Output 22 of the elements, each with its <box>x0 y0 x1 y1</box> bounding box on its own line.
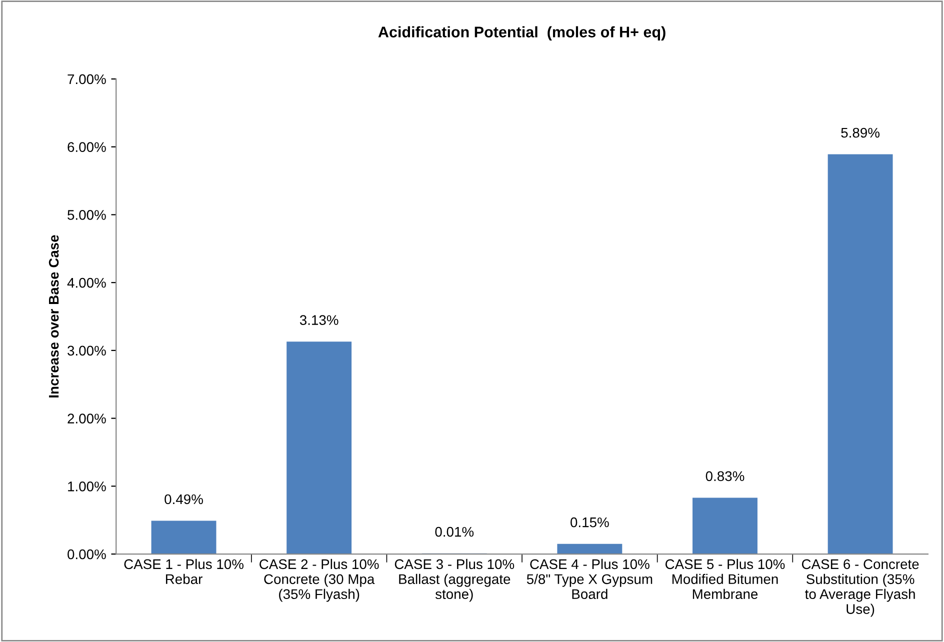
x-tick-label: CASE 3 - Plus 10% Ballast (aggregate stone) <box>394 558 514 602</box>
x-tick-label: CASE 2 - Plus 10% Concrete (30 Mpa (35% Flyash) <box>260 558 379 602</box>
x-tick-label: CASE 5 - Plus 10% Modified Bitumen Membrane <box>665 558 785 600</box>
y-tick-label: 5.00% <box>68 210 106 220</box>
y-tick-label: 7.00% <box>68 74 106 84</box>
x-tick-label: CASE 6 - Concrete Substitution (35% to Average Flyash Use) <box>802 559 919 617</box>
x-tick-label: CASE 1 - Plus 10% Rebar <box>124 558 244 584</box>
y-axis-title: Increase over Base Case <box>48 235 59 398</box>
data-label: 0.01% <box>435 526 474 537</box>
chart-title: Acidification Potential (moles of H+ eq) <box>378 26 666 40</box>
data-label: 0.83% <box>706 471 744 482</box>
data-label: 3.13% <box>300 315 338 325</box>
x-tick-label: CASE 4 - Plus 10% 5/8" Type X Gypsum Board <box>526 558 652 600</box>
data-label: 0.49% <box>164 494 203 504</box>
y-tick-label: 1.00% <box>68 482 106 492</box>
data-label: 0.15% <box>570 517 609 528</box>
y-tick-label: 3.00% <box>68 346 106 356</box>
data-label: 5.89% <box>841 128 880 138</box>
y-tick-label: 0.00% <box>68 549 106 560</box>
y-tick-label: 6.00% <box>68 142 106 152</box>
y-tick-label: 2.00% <box>68 414 106 424</box>
y-tick-label: 4.00% <box>67 278 106 288</box>
